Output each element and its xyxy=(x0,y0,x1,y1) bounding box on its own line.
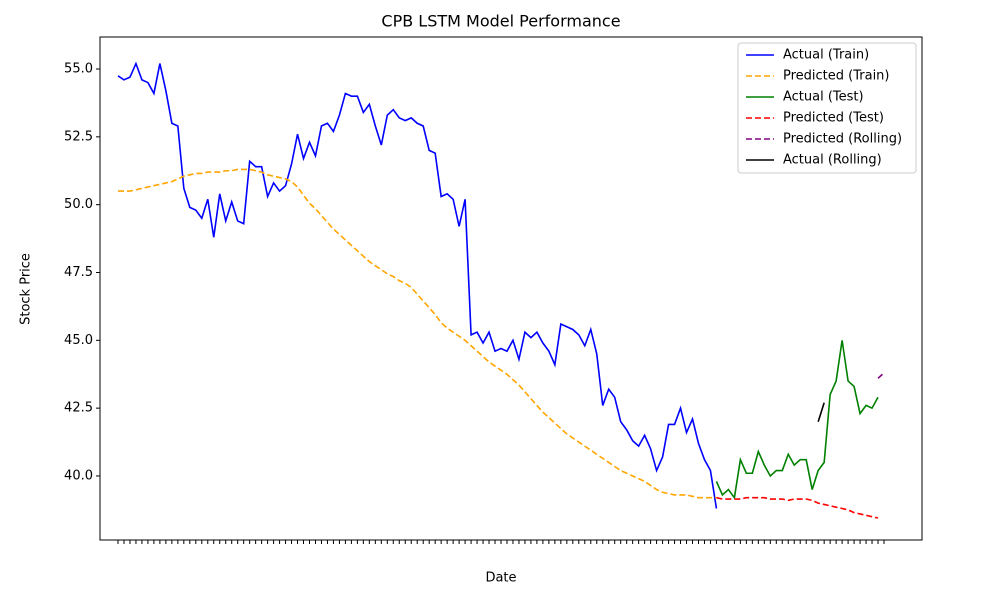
series-line xyxy=(118,168,717,499)
y-tick-label: 42.5 xyxy=(64,401,93,416)
y-tick-label: 55.0 xyxy=(64,62,93,77)
legend-label: Predicted (Rolling) xyxy=(783,132,902,147)
plot-frame xyxy=(99,36,923,541)
legend-label: Actual (Train) xyxy=(783,48,869,63)
series-line xyxy=(715,340,879,500)
y-tick-label: 40.0 xyxy=(64,468,93,483)
legend-label: Predicted (Test) xyxy=(783,111,884,126)
series-line xyxy=(117,61,718,509)
series-line xyxy=(716,496,879,519)
legend-label: Predicted (Train) xyxy=(783,69,890,84)
legend-box xyxy=(737,42,917,174)
series-line xyxy=(817,402,825,422)
chart-title: CPB LSTM Model Performance xyxy=(381,12,620,31)
y-tick-label: 47.5 xyxy=(64,265,93,280)
x-axis-label: Date xyxy=(485,571,516,586)
series-line xyxy=(877,372,885,379)
y-tick-label: 45.0 xyxy=(64,333,93,348)
legend-label: Actual (Test) xyxy=(783,90,864,105)
y-tick-label: 50.0 xyxy=(64,197,93,212)
y-axis-label: Stock Price xyxy=(19,253,34,325)
legend-label: Actual (Rolling) xyxy=(783,153,882,168)
y-tick-label: 52.5 xyxy=(64,129,93,144)
